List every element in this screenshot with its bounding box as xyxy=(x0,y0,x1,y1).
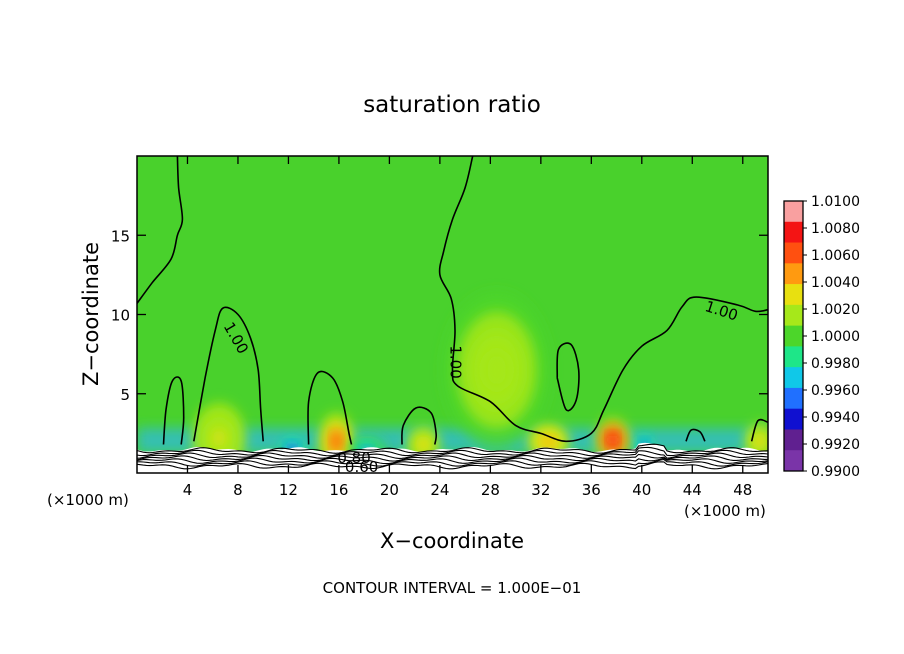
colorbar-label-9: 0.9920 xyxy=(811,437,860,453)
chart-title: saturation ratio xyxy=(363,92,541,118)
y-axis-ticks: 5 10 15 xyxy=(111,227,768,404)
x-tick-label-4: 4 xyxy=(183,481,193,499)
plume-3-ring-3 xyxy=(483,350,511,390)
contour-line-5 xyxy=(401,406,438,445)
contour-line-3 xyxy=(162,376,185,445)
x-tick-label-28: 28 xyxy=(481,481,500,499)
contour-line-7 xyxy=(685,428,706,442)
y-tick-label-15: 15 xyxy=(111,227,130,245)
colorbar-swatch-3 xyxy=(784,263,803,285)
colorbar-label-1: 1.0080 xyxy=(811,221,860,237)
colorbar-swatch-0 xyxy=(784,201,803,223)
colorbar-swatch-10 xyxy=(784,408,803,430)
y-tick-label-10: 10 xyxy=(111,307,130,325)
x-tick-label-36: 36 xyxy=(582,481,601,499)
colorbar-swatch-2 xyxy=(784,242,803,264)
colorbar-swatch-1 xyxy=(784,221,803,243)
contour-line-6 xyxy=(556,342,580,412)
x-tick-label-32: 32 xyxy=(531,481,550,499)
y-tick-label-5: 5 xyxy=(120,386,130,404)
colorbar-swatch-7 xyxy=(784,346,803,368)
plot-area xyxy=(137,156,768,473)
colorbar-label-10: 0.9900 xyxy=(811,464,860,480)
terrain-line-5 xyxy=(137,458,768,467)
colorbar-swatch-8 xyxy=(784,367,803,389)
x-tick-label-20: 20 xyxy=(380,481,399,499)
plume-2-ring-3 xyxy=(419,440,428,449)
x-tick-label-44: 44 xyxy=(683,481,702,499)
plume-6-ring-3 xyxy=(755,436,763,446)
colorbar-swatch-11 xyxy=(784,429,803,451)
x-axis-label: X−coordinate xyxy=(380,529,524,553)
contour-line-0 xyxy=(137,156,184,304)
contour-line-8 xyxy=(750,418,768,442)
contour-lines xyxy=(137,156,768,445)
x-tick-label-8: 8 xyxy=(233,481,243,499)
terrain-line-4 xyxy=(137,457,768,465)
x-tick-label-16: 16 xyxy=(329,481,348,499)
terrain-ground xyxy=(137,442,768,473)
colorbar-label-5: 1.0000 xyxy=(811,329,860,345)
contour-label-4: 0.60 xyxy=(345,458,378,476)
colorbar-label-4: 1.0020 xyxy=(811,302,860,318)
plume-4-ring-3 xyxy=(543,436,554,446)
contour-interval-footer: CONTOUR INTERVAL = 1.000E−01 xyxy=(323,579,582,597)
plume-0-ring-3 xyxy=(212,429,226,447)
x-unit-label-right: (×1000 m) xyxy=(684,502,766,520)
contour-line-4 xyxy=(307,370,353,445)
x-unit-label-left: (×1000 m) xyxy=(47,491,129,509)
colorbar-label-2: 1.0060 xyxy=(811,248,860,264)
x-tick-label-24: 24 xyxy=(430,481,449,499)
colorbar-label-0: 1.0100 xyxy=(811,194,860,210)
plume-1-ring-3 xyxy=(332,434,341,449)
contour-line-1 xyxy=(438,156,768,443)
terrain-line-0 xyxy=(137,443,768,454)
colorbar-label-3: 1.0040 xyxy=(811,275,860,291)
x-axis-ticks: 4 8 12 16 20 24 28 32 36 40 44 48 xyxy=(183,156,752,499)
colorbar-swatch-5 xyxy=(784,304,803,327)
terrain-line-2 xyxy=(137,450,768,459)
colorbar-swatch-6 xyxy=(784,325,803,347)
x-tick-label-12: 12 xyxy=(279,481,298,499)
colorbar-swatch-9 xyxy=(784,387,803,410)
contour-line-2 xyxy=(193,306,264,442)
terrain-line-3 xyxy=(137,453,768,462)
colorbar-swatch-12 xyxy=(784,450,803,472)
plume-5-ring-3 xyxy=(608,434,618,446)
terrain-layer xyxy=(137,442,768,473)
terrain-line-1 xyxy=(137,446,768,457)
contour-label-3: 0.80 xyxy=(337,449,370,467)
field-background xyxy=(137,156,768,473)
colorbar-swatch-4 xyxy=(784,284,803,306)
colorbar-label-6: 0.9980 xyxy=(811,356,860,372)
contour-label-1: 1.00 xyxy=(447,345,465,378)
colorbar-label-8: 0.9940 xyxy=(811,410,860,426)
y-axis-label: Z−coordinate xyxy=(79,242,103,386)
terrain-line-6 xyxy=(137,461,768,470)
x-tick-label-48: 48 xyxy=(733,481,752,499)
colorbar-label-7: 0.9960 xyxy=(811,383,860,399)
colorbar: 1.0100 1.0080 1.0060 1.0040 1.0020 1.0000 0.99… xyxy=(783,194,860,480)
x-tick-label-40: 40 xyxy=(632,481,651,499)
